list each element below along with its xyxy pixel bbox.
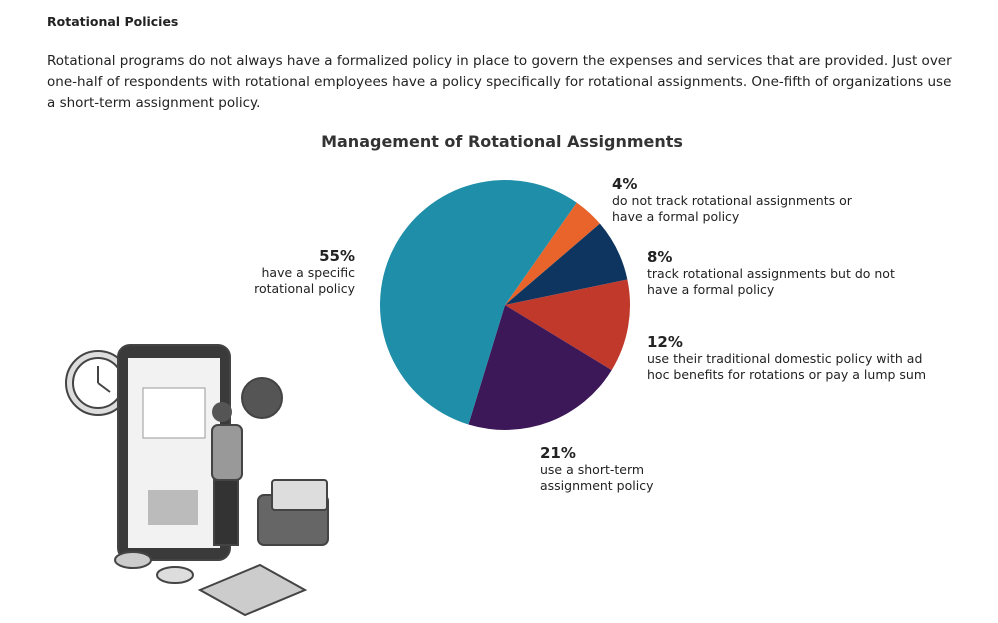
slice-label: 12% use their traditional domestic policy… [647,333,927,383]
slice-label: 4% do not track rotational assignments or… [612,175,872,225]
category-label: use their traditional domestic policy wi… [647,351,927,382]
percent-label: 4% [612,175,638,193]
percent-label: 8% [647,248,673,266]
category-label: use a short-term assignment policy [540,462,654,493]
pie-slice [468,305,612,431]
slice-label: 55% have a specific rotational policy [235,247,355,297]
category-label: track rotational assignments but do not … [647,266,895,297]
percent-label: 12% [647,333,683,351]
chart-title: Management of Rotational Assignments [321,132,683,151]
heading: Rotational Policies [47,14,179,29]
pie-slice [505,223,628,305]
slice-label: 21% use a short-term assignment policy [540,444,690,494]
illustration [65,344,329,617]
paragraph: Rotational programs do not always have a… [47,53,952,111]
percent-label: 55% [319,247,355,265]
percent-label: 21% [540,444,576,462]
pie-slice [505,202,600,305]
pie-slice [505,279,630,371]
slice-label: 8% track rotational assignments but do no… [647,248,907,298]
category-label: have a specific rotational policy [254,265,355,296]
pie-slice [380,180,577,425]
category-label: do not track rotational assignments or h… [612,193,852,224]
